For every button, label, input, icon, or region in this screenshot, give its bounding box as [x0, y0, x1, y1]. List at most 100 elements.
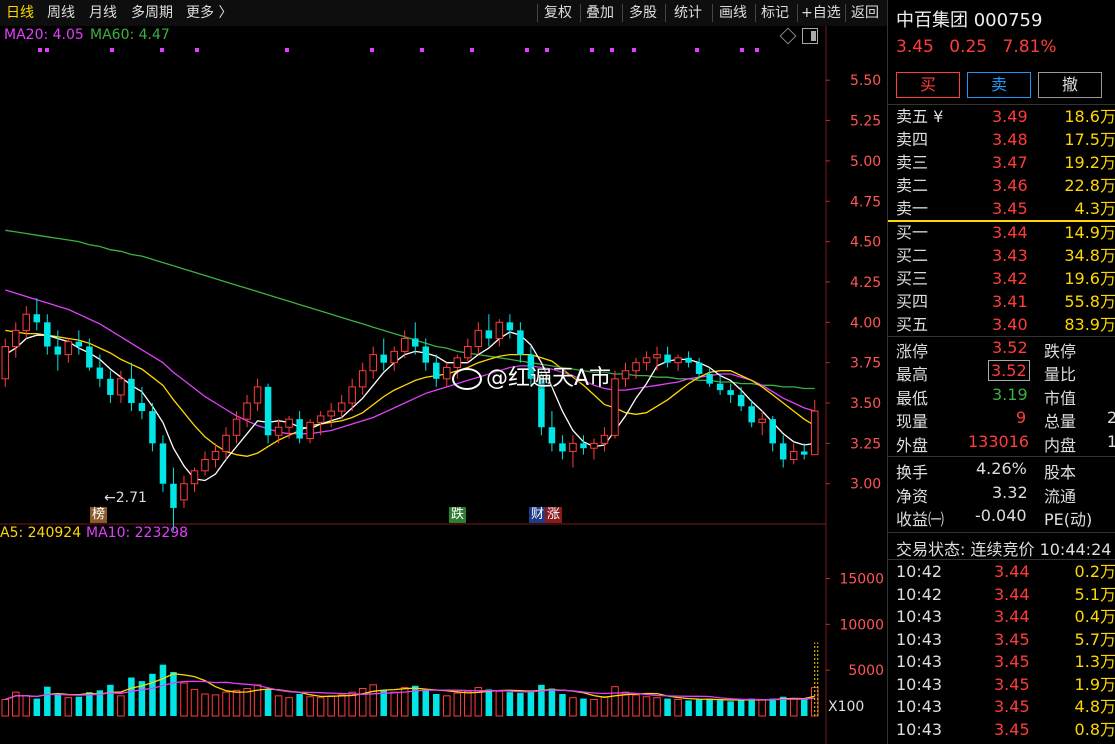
mark-button[interactable]: 标记 — [761, 5, 789, 21]
candle-body — [274, 426, 283, 436]
signal-dot — [545, 48, 549, 52]
tag-cai[interactable]: 财 — [529, 507, 547, 523]
tab-daily[interactable]: 日线 — [6, 5, 34, 21]
ask-row[interactable]: 卖一 3.45 4.3万 — [896, 197, 1115, 220]
volume-bar — [527, 690, 535, 716]
limit-down-label: 跌停 — [1044, 342, 1077, 361]
kline-chart[interactable]: 5.50 5.25 5.00 4.75 4.50 4.25 4.00 3.75 3.50 3.25… — [0, 26, 886, 744]
candle-body — [285, 418, 293, 428]
ask-volume: 18.6万 — [1064, 107, 1115, 126]
divider — [888, 532, 1115, 533]
bid-row[interactable]: 买一 3.44 14.9万 — [896, 221, 1115, 244]
volume-bar — [600, 696, 609, 717]
bid-price: 3.40 — [992, 315, 1028, 334]
ask-row[interactable]: 卖三 3.47 19.2万 — [896, 151, 1115, 174]
ask-price: 3.45 — [992, 199, 1028, 218]
tab-weekly[interactable]: 周线 — [47, 5, 75, 21]
candle-body — [327, 410, 335, 417]
cancel-order-button[interactable]: 撤 — [1038, 72, 1102, 98]
ma5-line — [4, 331, 815, 482]
sell-button[interactable]: 卖 — [967, 72, 1031, 98]
candle-body — [180, 483, 188, 501]
ask-row[interactable]: 卖五 ¥ 3.49 18.6万 — [896, 105, 1115, 128]
tag-bang[interactable]: 榜 — [90, 507, 108, 523]
volume-bar — [96, 690, 104, 716]
candle-body — [232, 418, 241, 436]
volume-bar — [559, 694, 566, 716]
back-button[interactable]: 返回 — [851, 5, 879, 21]
volume-ratio-label: 量比 — [1044, 365, 1077, 384]
trade-status: 交易状态: 连续竞价 10:44:24 — [896, 540, 1112, 559]
candle-body — [369, 354, 377, 372]
candle-body — [12, 329, 20, 348]
statistics-button[interactable]: 统计 — [674, 5, 702, 21]
panel-toggle-icon[interactable] — [802, 28, 818, 44]
volume-axis-label: 10000 — [839, 617, 884, 633]
candle-body — [664, 354, 671, 363]
candle-body — [380, 354, 387, 363]
ask-row[interactable]: 卖四 3.48 17.5万 — [896, 128, 1115, 151]
ask-level-label: 卖三 — [896, 153, 929, 172]
tick-time: 10:43 — [896, 607, 943, 626]
candle-body — [201, 459, 209, 472]
candle-body — [222, 434, 230, 452]
candle-body — [64, 341, 73, 356]
divider — [888, 559, 1115, 560]
ask-row[interactable]: 卖二 3.46 22.8万 — [896, 174, 1115, 197]
tag-die[interactable]: 跌 — [449, 507, 467, 523]
divider — [888, 104, 1115, 105]
volume-bar — [117, 695, 125, 717]
candle-body — [22, 313, 31, 331]
overlay-button[interactable]: 叠加 — [586, 5, 614, 21]
kline-chart-area[interactable]: 5.50 5.25 5.00 4.75 4.50 4.25 4.00 3.75 3.50 3.25… — [0, 26, 886, 744]
float-shares-label: 流通 — [1044, 487, 1077, 506]
ask-price: 3.49 — [992, 107, 1028, 126]
bid-row[interactable]: 买三 3.42 19.6万 — [896, 267, 1115, 290]
tab-multi-period[interactable]: 多周期 — [131, 5, 173, 21]
candle-body — [737, 394, 745, 407]
volume-ma10-line — [5, 680, 815, 701]
bid-level-label: 买四 — [896, 292, 929, 311]
buy-button[interactable]: 买 — [896, 72, 960, 98]
candle-body — [159, 443, 167, 484]
add-watchlist-button[interactable]: +自选 — [801, 5, 841, 21]
tick-time: 10:43 — [896, 719, 943, 739]
toolbar-divider — [665, 4, 666, 22]
volume-bar — [128, 677, 135, 716]
candle-body — [107, 378, 114, 395]
bid-level-label: 买三 — [896, 269, 929, 288]
bid-row[interactable]: 买二 3.43 34.8万 — [896, 244, 1115, 267]
price-axis-label: 5.50 — [850, 73, 881, 89]
ask-price: 3.48 — [992, 130, 1028, 149]
volume-bar — [727, 701, 734, 716]
tab-more[interactable]: 更多 〉 — [186, 5, 233, 21]
draw-line-button[interactable]: 画线 — [719, 5, 747, 21]
candle-body — [495, 321, 504, 339]
tab-monthly[interactable]: 月线 — [89, 5, 117, 21]
tick-time: 10:42 — [896, 562, 943, 581]
total-volume-label: 总量 — [1044, 412, 1077, 431]
multi-stock-button[interactable]: 多股 — [629, 5, 657, 21]
tick-row: 10:43 3.45 5.7万 — [896, 629, 1115, 651]
bid-row[interactable]: 买五 3.40 83.9万 — [896, 313, 1115, 336]
volume-bar — [180, 682, 188, 717]
candle-body — [464, 346, 472, 359]
toolbar-divider — [580, 4, 581, 22]
share-capital-label: 股本 — [1044, 463, 1077, 482]
ask-volume: 4.3万 — [1074, 199, 1115, 218]
candle-body — [758, 418, 766, 423]
volume-bar — [748, 698, 755, 716]
current-price: 3.45 — [896, 37, 934, 57]
candle-body — [138, 403, 146, 412]
signal-dot — [590, 48, 594, 52]
volume-bar — [369, 684, 377, 717]
bid-volume: 19.6万 — [1064, 269, 1115, 288]
tag-zhang[interactable]: 涨 — [545, 507, 563, 523]
tick-volume: 1.3万 — [1074, 652, 1115, 671]
tick-price: 3.45 — [994, 719, 1030, 739]
candle-body — [75, 341, 83, 347]
bid-row[interactable]: 买四 3.41 55.8万 — [896, 290, 1115, 313]
restore-rights-button[interactable]: 复权 — [544, 5, 572, 21]
candle-body — [433, 362, 440, 379]
tick-price: 3.45 — [994, 629, 1030, 649]
